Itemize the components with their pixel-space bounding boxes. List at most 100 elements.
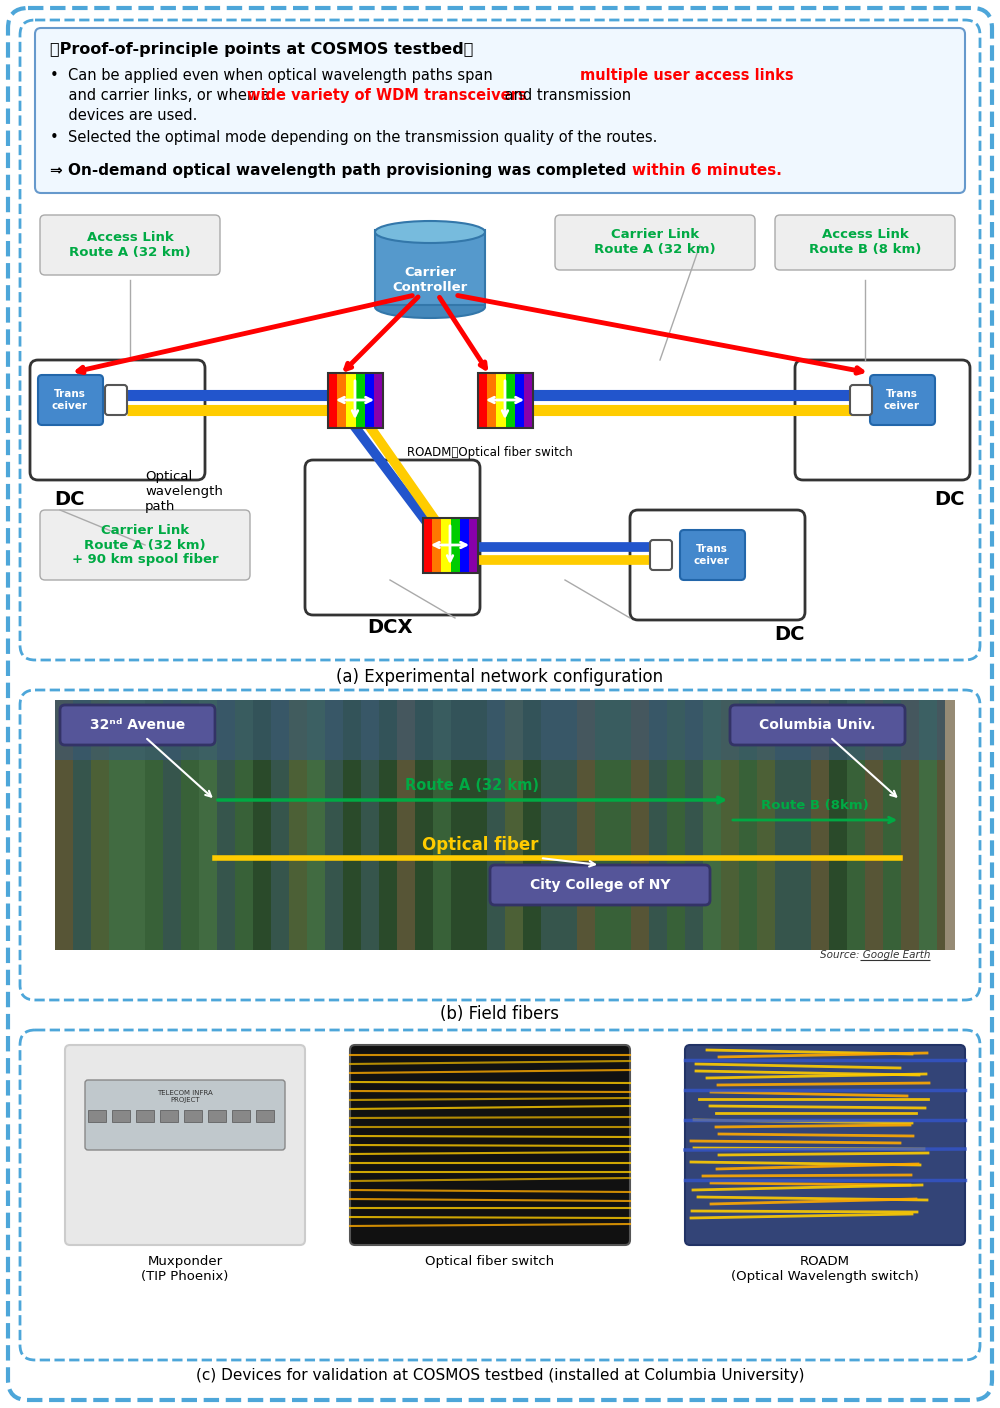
FancyBboxPatch shape [685,1045,965,1245]
Bar [365,373,374,428]
Bar [325,700,343,950]
FancyBboxPatch shape [20,1031,980,1360]
FancyBboxPatch shape [20,20,980,660]
FancyBboxPatch shape [30,360,205,480]
FancyBboxPatch shape [650,541,672,570]
Bar [88,1110,106,1122]
Text: wide variety of WDM transceivers: wide variety of WDM transceivers [247,87,527,103]
Text: devices are used.: devices are used. [50,108,197,122]
FancyBboxPatch shape [85,1080,285,1150]
Bar [667,700,685,950]
Text: multiple user access links: multiple user access links [580,68,794,83]
Bar [91,700,109,950]
Bar [524,373,533,428]
Text: Optical fiber switch: Optical fiber switch [425,1255,555,1269]
Bar [289,700,307,950]
Text: Source: Google Earth: Source: Google Earth [820,950,930,960]
Bar [73,700,91,950]
Text: (b) Field fibers: (b) Field fibers [440,1005,560,1024]
Bar [145,700,163,950]
FancyBboxPatch shape [38,375,103,425]
Bar [328,373,337,428]
Bar [487,700,505,950]
Bar [523,700,541,950]
Bar [109,700,127,950]
Text: Route A (32 km): Route A (32 km) [405,779,539,794]
Bar [379,700,397,950]
Bar [423,518,432,573]
Text: City College of NY: City College of NY [530,879,670,893]
Text: Route B (8km): Route B (8km) [761,800,869,812]
FancyBboxPatch shape [60,705,215,745]
Bar [55,700,945,760]
Bar [136,1110,154,1122]
Text: Carrier
Controller: Carrier Controller [392,266,468,294]
Bar [199,700,217,950]
Bar [256,1110,274,1122]
Bar [346,373,356,428]
Bar [829,700,847,950]
Bar [901,700,919,950]
Bar [496,373,506,428]
Bar [919,700,937,950]
Bar [55,700,73,950]
Bar [307,700,325,950]
Bar [397,700,415,950]
Bar [160,1110,178,1122]
FancyBboxPatch shape [795,360,970,480]
FancyBboxPatch shape [630,510,805,620]
Text: 》Proof-of-principle points at COSMOS testbed「: 》Proof-of-principle points at COSMOS tes… [50,42,473,56]
Ellipse shape [375,221,485,244]
FancyBboxPatch shape [20,690,980,1000]
Bar [127,700,145,950]
Text: DCX: DCX [367,618,413,636]
Text: Carrier Link
Route A (32 km): Carrier Link Route A (32 km) [594,228,716,256]
Text: DC: DC [55,490,85,510]
Text: (c) Devices for validation at COSMOS testbed (installed at Columbia University): (c) Devices for validation at COSMOS tes… [196,1369,804,1383]
Text: Optical fiber: Optical fiber [422,836,538,855]
Text: ⇒ On-demand optical wavelength path provisioning was completed: ⇒ On-demand optical wavelength path prov… [50,163,632,177]
Bar [450,518,460,573]
Bar [847,700,865,950]
FancyBboxPatch shape [850,384,872,415]
Bar [631,700,649,950]
Bar [235,700,253,950]
FancyBboxPatch shape [40,215,220,275]
FancyBboxPatch shape [8,8,992,1400]
Bar [811,700,829,950]
Bar [739,700,757,950]
Bar [356,373,365,428]
Bar [337,373,346,428]
Bar [432,518,441,573]
Bar [793,700,811,950]
Text: •  Can be applied even when optical wavelength paths span: • Can be applied even when optical wavel… [50,68,497,83]
Text: Optical
wavelength
path: Optical wavelength path [145,470,223,513]
Text: Trans
ceiver: Trans ceiver [52,389,88,411]
Bar [217,700,235,950]
Bar [271,700,289,950]
Bar [112,1110,130,1122]
Bar [208,1110,226,1122]
Text: and carrier links, or when a: and carrier links, or when a [50,87,274,103]
Text: •  Selected the optimal mode depending on the transmission quality of the routes: • Selected the optimal mode depending on… [50,130,657,145]
FancyBboxPatch shape [730,705,905,745]
Bar [757,700,775,950]
FancyBboxPatch shape [65,1045,305,1245]
Text: Muxponder
(TIP Phoenix): Muxponder (TIP Phoenix) [141,1255,229,1283]
Bar [775,700,793,950]
Text: Access Link
Route A (32 km): Access Link Route A (32 km) [69,231,191,259]
Text: TELECOM INFRA
PROJECT: TELECOM INFRA PROJECT [157,1090,213,1102]
Bar [703,700,721,950]
Bar [595,700,613,950]
Bar [469,700,487,950]
FancyBboxPatch shape [375,230,485,306]
Bar [721,700,739,950]
FancyBboxPatch shape [305,460,480,615]
Bar [423,518,478,573]
FancyBboxPatch shape [870,375,935,425]
Text: 32ⁿᵈ Avenue: 32ⁿᵈ Avenue [90,718,186,732]
FancyBboxPatch shape [40,510,250,580]
Bar [163,700,181,950]
Bar [433,700,451,950]
Text: Trans
ceiver: Trans ceiver [694,545,730,566]
